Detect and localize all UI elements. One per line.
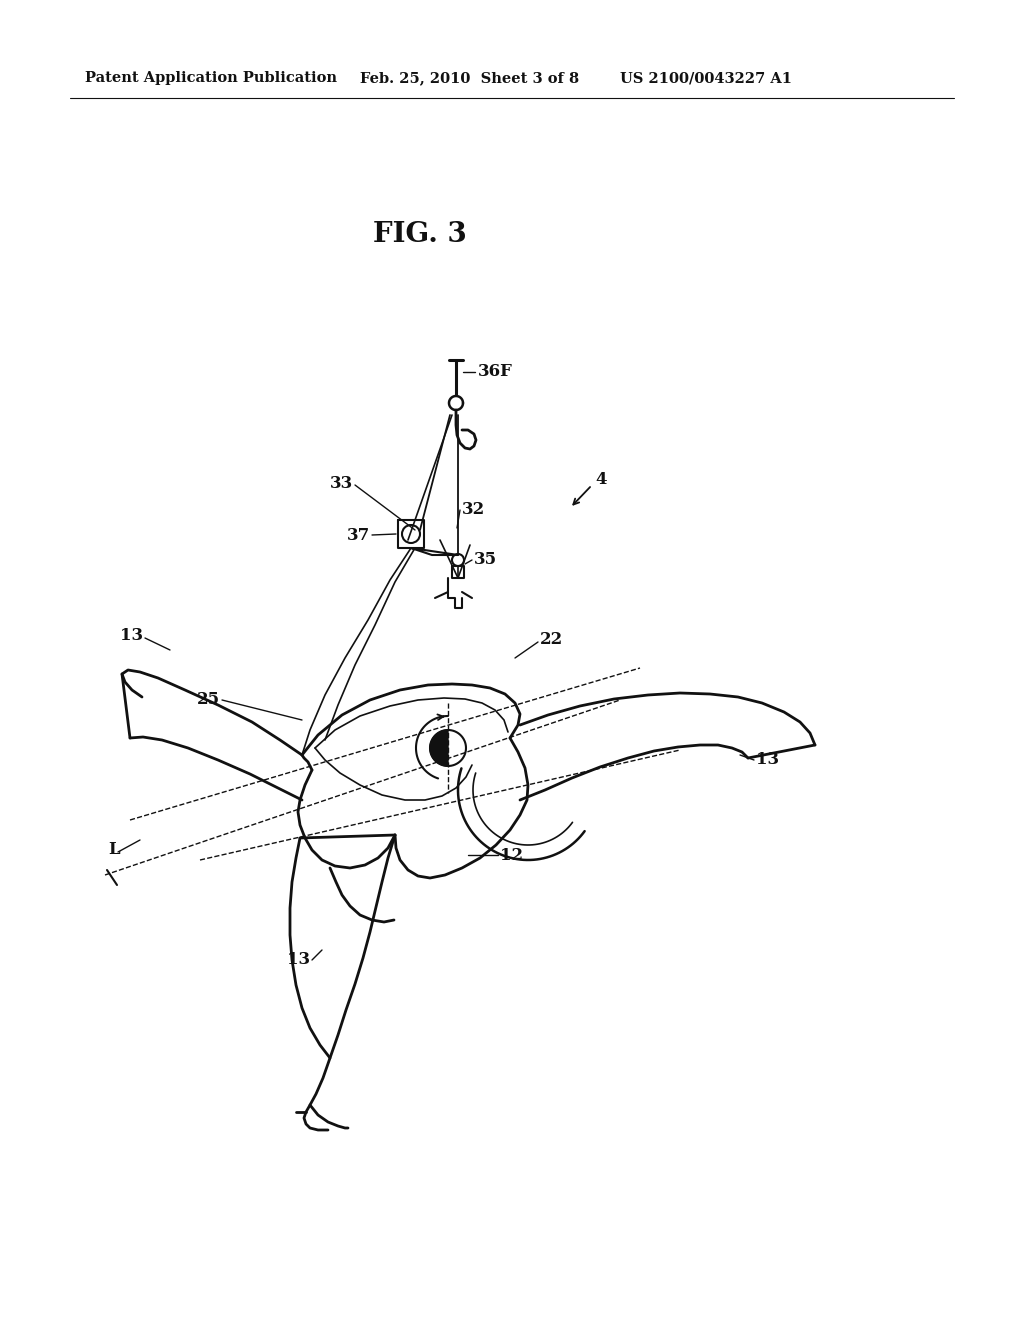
Text: 13: 13 [120,627,143,644]
Text: 12: 12 [500,846,523,863]
Text: 25: 25 [197,692,220,709]
Polygon shape [430,730,449,766]
Text: FIG. 3: FIG. 3 [373,222,467,248]
Text: 36F: 36F [478,363,513,380]
Text: 33: 33 [330,474,353,491]
Text: L: L [108,842,120,858]
Text: 35: 35 [474,552,497,569]
Text: Patent Application Publication: Patent Application Publication [85,71,337,84]
Text: 32: 32 [462,502,485,519]
Text: 13: 13 [287,952,310,969]
Text: 13: 13 [756,751,779,768]
Text: 4: 4 [595,471,606,488]
Text: US 2100/0043227 A1: US 2100/0043227 A1 [620,71,792,84]
Text: Feb. 25, 2010  Sheet 3 of 8: Feb. 25, 2010 Sheet 3 of 8 [360,71,580,84]
Text: 22: 22 [540,631,563,648]
Text: 37: 37 [347,527,370,544]
